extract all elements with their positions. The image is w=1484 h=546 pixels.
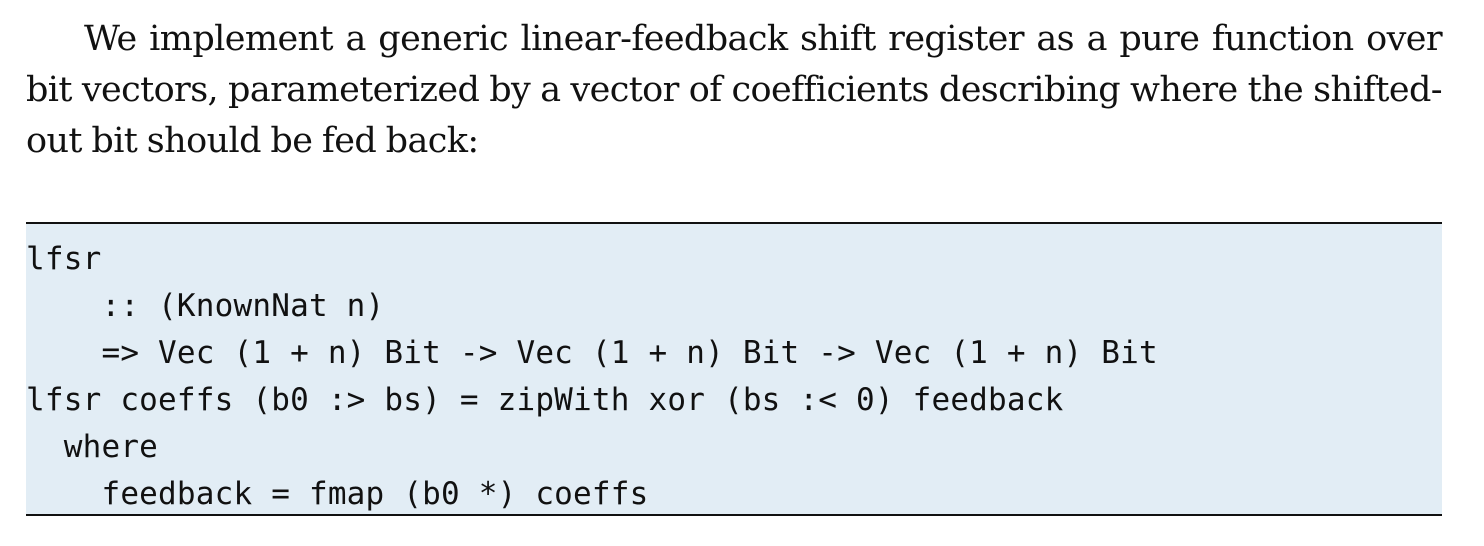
code-line-2: :: (KnownNat n) bbox=[26, 288, 385, 324]
code-line-5: where bbox=[26, 429, 159, 465]
code-line-1: lfsr bbox=[26, 241, 102, 277]
code-line-6: feedback = fmap (b0 *) coeffs bbox=[26, 476, 649, 512]
code-line-3: => Vec (1 + n) Bit -> Vec (1 + n) Bit ->… bbox=[26, 335, 1158, 371]
code-listing: lfsr :: (KnownNat n) => Vec (1 + n) Bit … bbox=[26, 222, 1442, 516]
code-line-4: lfsr coeffs (b0 :> bs) = zipWith xor (bs… bbox=[26, 382, 1064, 418]
body-paragraph: We implement a generic linear-feedback s… bbox=[26, 19, 1443, 161]
